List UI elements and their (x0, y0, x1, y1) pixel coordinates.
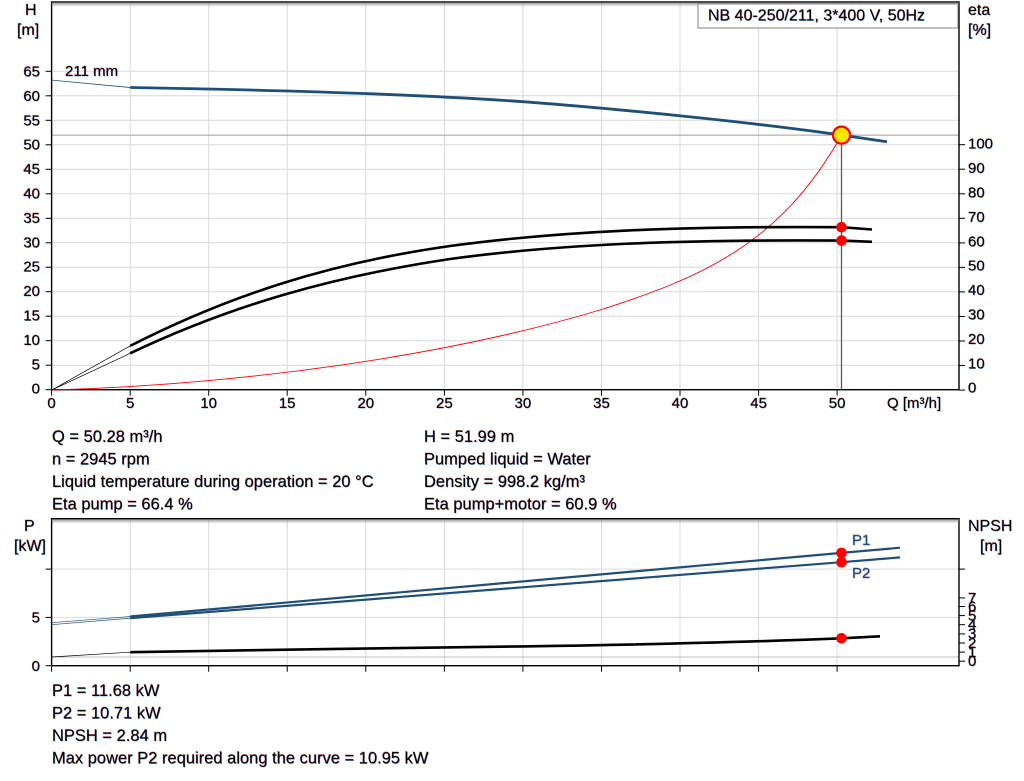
svg-text:eta: eta (968, 2, 990, 19)
svg-text:[%]: [%] (968, 22, 991, 39)
svg-text:Max power P2 required along th: Max power P2 required along the curve = … (52, 750, 429, 768)
svg-text:P2: P2 (852, 565, 870, 582)
svg-text:Density = 998.2 kg/m³: Density = 998.2 kg/m³ (424, 473, 585, 491)
svg-text:100: 100 (968, 136, 993, 153)
svg-text:0: 0 (32, 381, 40, 398)
svg-text:25: 25 (23, 259, 40, 276)
svg-text:10: 10 (23, 332, 40, 349)
svg-text:[m]: [m] (980, 538, 1002, 555)
svg-text:n = 2945 rpm: n = 2945 rpm (52, 451, 150, 469)
svg-text:5: 5 (32, 356, 40, 373)
svg-text:0: 0 (968, 653, 976, 670)
svg-text:40: 40 (23, 186, 40, 203)
svg-text:90: 90 (968, 160, 985, 177)
svg-text:70: 70 (968, 209, 985, 226)
svg-text:[m]: [m] (17, 22, 39, 39)
svg-text:25: 25 (436, 395, 453, 412)
svg-text:35: 35 (593, 395, 610, 412)
svg-text:NPSH = 2.84 m: NPSH = 2.84 m (52, 727, 167, 745)
svg-text:20: 20 (968, 331, 985, 348)
svg-text:5: 5 (126, 395, 134, 412)
svg-text:H = 51.99 m: H = 51.99 m (424, 428, 514, 446)
svg-text:15: 15 (23, 308, 40, 325)
svg-text:10: 10 (968, 355, 985, 372)
svg-text:211 mm: 211 mm (65, 63, 118, 80)
svg-text:Eta pump+motor = 60.9 %: Eta pump+motor = 60.9 % (424, 496, 617, 514)
svg-text:0: 0 (32, 658, 40, 675)
svg-text:60: 60 (23, 88, 40, 105)
svg-text:50: 50 (23, 137, 40, 154)
svg-text:30: 30 (515, 395, 532, 412)
svg-text:P2 = 10.71 kW: P2 = 10.71 kW (52, 705, 161, 723)
svg-text:35: 35 (23, 210, 40, 227)
svg-text:15: 15 (279, 395, 296, 412)
svg-text:20: 20 (23, 283, 40, 300)
svg-text:Q = 50.28 m³/h: Q = 50.28 m³/h (52, 428, 163, 446)
svg-text:30: 30 (23, 234, 40, 251)
svg-text:60: 60 (968, 233, 985, 250)
svg-text:Q [m³/h]: Q [m³/h] (887, 395, 941, 412)
svg-text:H: H (25, 2, 37, 19)
svg-text:40: 40 (968, 282, 985, 299)
svg-text:NPSH: NPSH (968, 518, 1012, 535)
svg-text:P1 = 11.68 kW: P1 = 11.68 kW (52, 682, 160, 700)
svg-text:45: 45 (23, 161, 40, 178)
svg-text:30: 30 (968, 307, 985, 324)
svg-text:P1: P1 (852, 532, 870, 549)
svg-text:Eta pump = 66.4 %: Eta pump = 66.4 % (52, 496, 193, 514)
svg-text:0: 0 (968, 380, 976, 397)
svg-text:80: 80 (968, 185, 985, 202)
svg-text:45: 45 (750, 395, 767, 412)
svg-text:10: 10 (200, 395, 217, 412)
svg-text:20: 20 (357, 395, 374, 412)
svg-text:65: 65 (23, 64, 40, 81)
svg-text:5: 5 (32, 610, 40, 627)
svg-text:50: 50 (829, 395, 846, 412)
svg-text:55: 55 (23, 112, 40, 129)
svg-text:Liquid temperature during oper: Liquid temperature during operation = 20… (52, 473, 374, 491)
svg-text:0: 0 (47, 395, 55, 412)
svg-text:[kW]: [kW] (14, 538, 46, 555)
svg-text:Pumped liquid = Water: Pumped liquid = Water (424, 451, 591, 469)
svg-text:40: 40 (672, 395, 689, 412)
svg-text:NB 40-250/211, 3*400 V, 50Hz: NB 40-250/211, 3*400 V, 50Hz (708, 8, 925, 25)
svg-text:P: P (24, 518, 35, 535)
svg-text:50: 50 (968, 258, 985, 275)
